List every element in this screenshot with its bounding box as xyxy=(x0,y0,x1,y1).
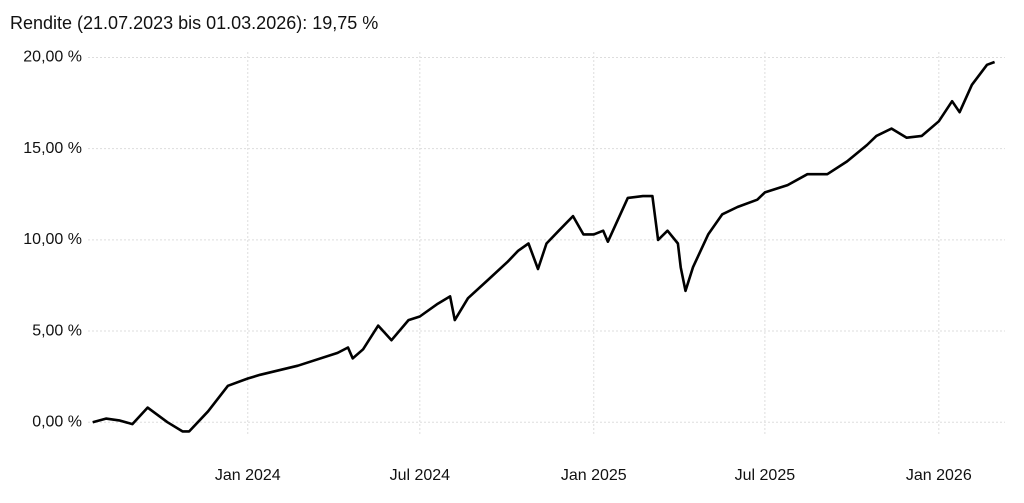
y-tick-label: 20,00 % xyxy=(23,49,82,66)
y-tick-label: 15,00 % xyxy=(23,140,82,157)
chart-title: Rendite (21.07.2023 bis 01.03.2026): 19,… xyxy=(10,13,378,33)
line xyxy=(92,60,996,433)
y-tick-label: 10,00 % xyxy=(23,231,82,248)
y-tick-label: 5,00 % xyxy=(32,322,82,339)
y-tick-label: 0,00 % xyxy=(32,413,82,430)
x-tick-label: Jul 2025 xyxy=(735,467,796,484)
x-tick-label: Jan 2024 xyxy=(215,467,281,484)
x-tick-label: Jul 2024 xyxy=(390,467,451,484)
x-tick-label: Jan 2026 xyxy=(906,467,972,484)
x-tick-label: Jan 2025 xyxy=(561,467,627,484)
